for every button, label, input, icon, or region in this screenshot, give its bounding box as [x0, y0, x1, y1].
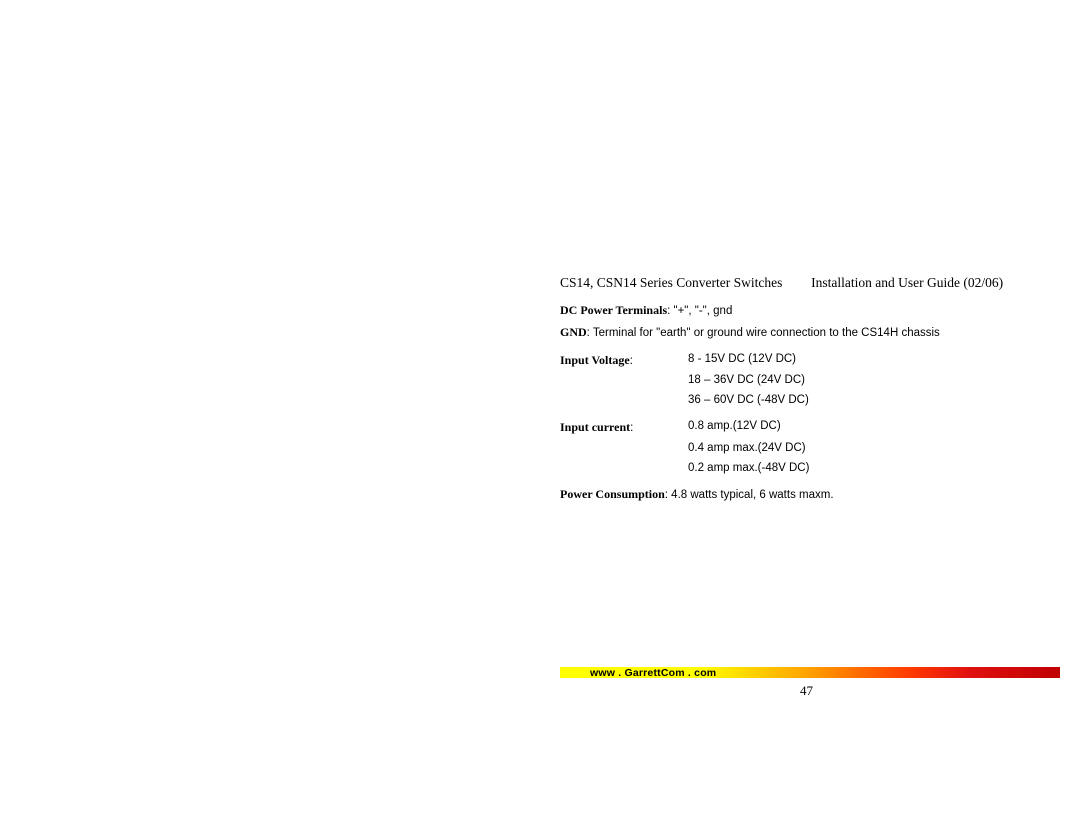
dc-power-terminals-label: DC Power Terminals	[560, 303, 667, 317]
power-consumption-value: : 4.8 watts typical, 6 watts maxm.	[665, 489, 834, 501]
input-current-v2: 0.4 amp max.(24V DC)	[688, 442, 1060, 456]
page-number: 47	[800, 683, 813, 699]
input-current-v3: 0.2 amp max.(-48V DC)	[688, 462, 1060, 476]
power-consumption-label: Power Consumption	[560, 487, 665, 501]
header-product: CS14, CSN14 Series Converter Switches	[560, 275, 782, 290]
footer-url: www . GarrettCom . com	[590, 667, 716, 679]
dc-power-terminals-value: : "+", "-", gnd	[667, 305, 732, 317]
gnd-label: GND	[560, 325, 587, 339]
input-voltage-v3: 36 – 60V DC (-48V DC)	[688, 394, 1060, 408]
body-content: DC Power Terminals: "+", "-", gnd GND: T…	[560, 303, 1060, 503]
input-voltage-label: Input Voltage:	[560, 353, 688, 369]
page-header: CS14, CSN14 Series Converter Switches In…	[560, 275, 1060, 291]
dc-power-terminals-line: DC Power Terminals: "+", "-", gnd	[560, 303, 1060, 319]
input-voltage-v1: 8 - 15V DC (12V DC)	[688, 353, 796, 369]
header-doc-title: Installation and User Guide (02/06)	[811, 275, 1003, 290]
input-current-v1: 0.8 amp.(12V DC)	[688, 420, 781, 436]
input-current-label: Input current:	[560, 420, 688, 436]
input-voltage-v2: 18 – 36V DC (24V DC)	[688, 374, 1060, 388]
input-current-row: Input current: 0.8 amp.(12V DC)	[560, 420, 1060, 436]
gnd-line: GND: Terminal for "earth" or ground wire…	[560, 325, 1060, 341]
gnd-value: : Terminal for "earth" or ground wire co…	[587, 327, 940, 339]
input-voltage-row: Input Voltage: 8 - 15V DC (12V DC)	[560, 353, 1060, 369]
document-page: CS14, CSN14 Series Converter Switches In…	[560, 275, 1060, 509]
power-consumption-line: Power Consumption: 4.8 watts typical, 6 …	[560, 487, 1060, 503]
